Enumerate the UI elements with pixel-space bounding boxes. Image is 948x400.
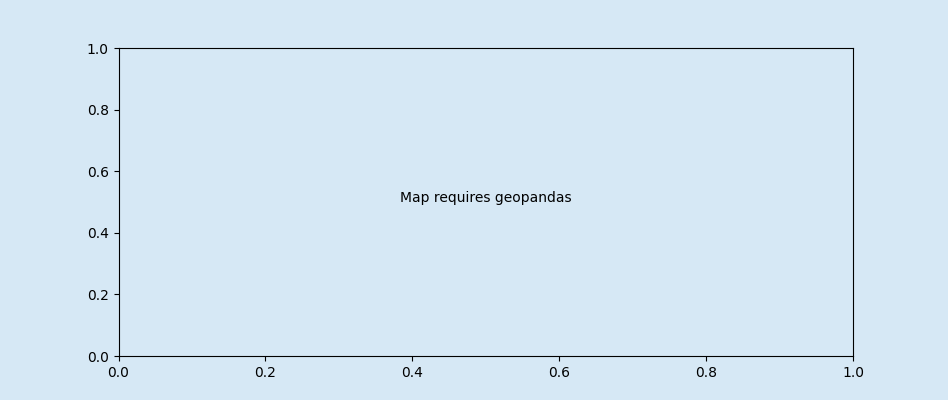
Text: Map requires geopandas: Map requires geopandas [400, 191, 572, 205]
